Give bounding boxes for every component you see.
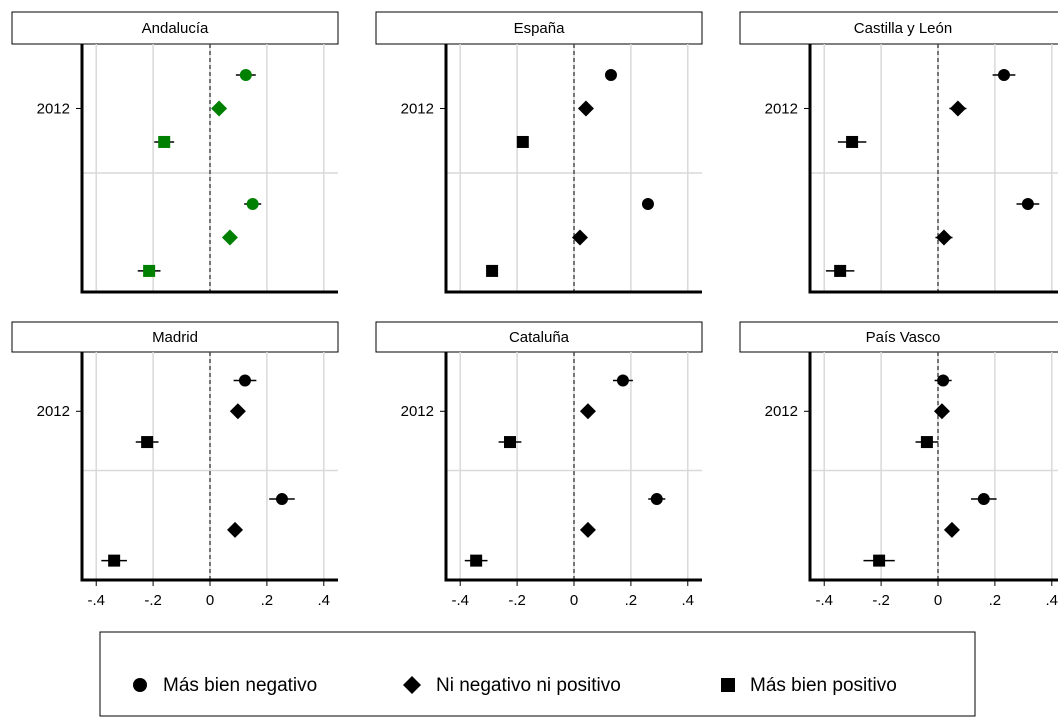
x-tick-label: 0 bbox=[570, 592, 578, 609]
point bbox=[641, 197, 654, 210]
x-tick-label: .4 bbox=[1046, 592, 1058, 609]
y-tick-label: 2012 bbox=[765, 403, 798, 420]
x-tick-label: .2 bbox=[625, 592, 638, 609]
point bbox=[470, 554, 483, 567]
x-tick-label: .4 bbox=[318, 592, 331, 609]
x-tick-label: .2 bbox=[261, 592, 274, 609]
x-tick-label: -.4 bbox=[815, 592, 833, 609]
panel-title: País Vasco bbox=[866, 329, 941, 346]
point bbox=[846, 135, 859, 148]
x-tick-label: -.4 bbox=[451, 592, 469, 609]
point bbox=[943, 521, 960, 538]
point bbox=[616, 374, 629, 387]
panel-header bbox=[11, 11, 339, 45]
x-tick-label: -.4 bbox=[87, 592, 105, 609]
point bbox=[227, 521, 244, 538]
panel-title: Cataluña bbox=[509, 329, 570, 346]
legend-marker bbox=[133, 678, 147, 692]
panel-header bbox=[739, 11, 1058, 45]
x-tick-label: .4 bbox=[682, 592, 695, 609]
point bbox=[834, 264, 847, 277]
x-tick-label: -.2 bbox=[144, 592, 162, 609]
point bbox=[516, 135, 529, 148]
legend-box bbox=[99, 631, 976, 717]
panel-header bbox=[11, 321, 339, 353]
x-tick-label: -.2 bbox=[508, 592, 526, 609]
point bbox=[604, 69, 617, 81]
point bbox=[997, 69, 1010, 81]
point bbox=[1021, 197, 1034, 210]
legend-label: Ni negativo ni positivo bbox=[436, 675, 621, 696]
panel-title: Madrid bbox=[152, 329, 198, 346]
point bbox=[920, 436, 933, 449]
panel-header bbox=[375, 11, 703, 45]
point bbox=[246, 197, 259, 210]
panel-title: Castilla y León bbox=[854, 20, 952, 37]
point bbox=[238, 374, 251, 387]
point bbox=[141, 436, 154, 449]
legend-marker bbox=[721, 678, 735, 692]
x-tick-label: 0 bbox=[934, 592, 942, 609]
y-tick-label: 2012 bbox=[37, 403, 70, 420]
point bbox=[229, 403, 246, 420]
point bbox=[579, 403, 596, 420]
point bbox=[873, 554, 886, 567]
point bbox=[239, 69, 252, 81]
y-tick-label: 2012 bbox=[765, 100, 798, 117]
x-tick-label: -.2 bbox=[872, 592, 890, 609]
point bbox=[221, 229, 238, 246]
point bbox=[577, 100, 594, 117]
legend-label: Más bien positivo bbox=[750, 675, 897, 696]
panel-header bbox=[739, 321, 1058, 353]
point bbox=[937, 374, 950, 387]
point bbox=[579, 521, 596, 538]
legend-label: Más bien negativo bbox=[163, 675, 317, 696]
point bbox=[158, 135, 171, 148]
point bbox=[143, 264, 156, 277]
point bbox=[211, 100, 228, 117]
y-tick-label: 2012 bbox=[401, 403, 434, 420]
point bbox=[650, 493, 663, 506]
y-tick-label: 2012 bbox=[37, 100, 70, 117]
point bbox=[275, 493, 288, 506]
point bbox=[486, 264, 499, 277]
y-tick-label: 2012 bbox=[401, 100, 434, 117]
point bbox=[108, 554, 121, 567]
point bbox=[949, 100, 966, 117]
legend-marker bbox=[403, 676, 421, 694]
panel-header bbox=[375, 321, 703, 353]
point bbox=[977, 493, 990, 506]
x-tick-label: .2 bbox=[989, 592, 1002, 609]
point bbox=[504, 436, 516, 449]
point bbox=[933, 403, 950, 420]
x-tick-label: 0 bbox=[206, 592, 214, 609]
panel-title: Andalucía bbox=[142, 20, 209, 37]
panel-title: España bbox=[514, 20, 566, 37]
point bbox=[571, 229, 588, 246]
point bbox=[935, 229, 952, 246]
